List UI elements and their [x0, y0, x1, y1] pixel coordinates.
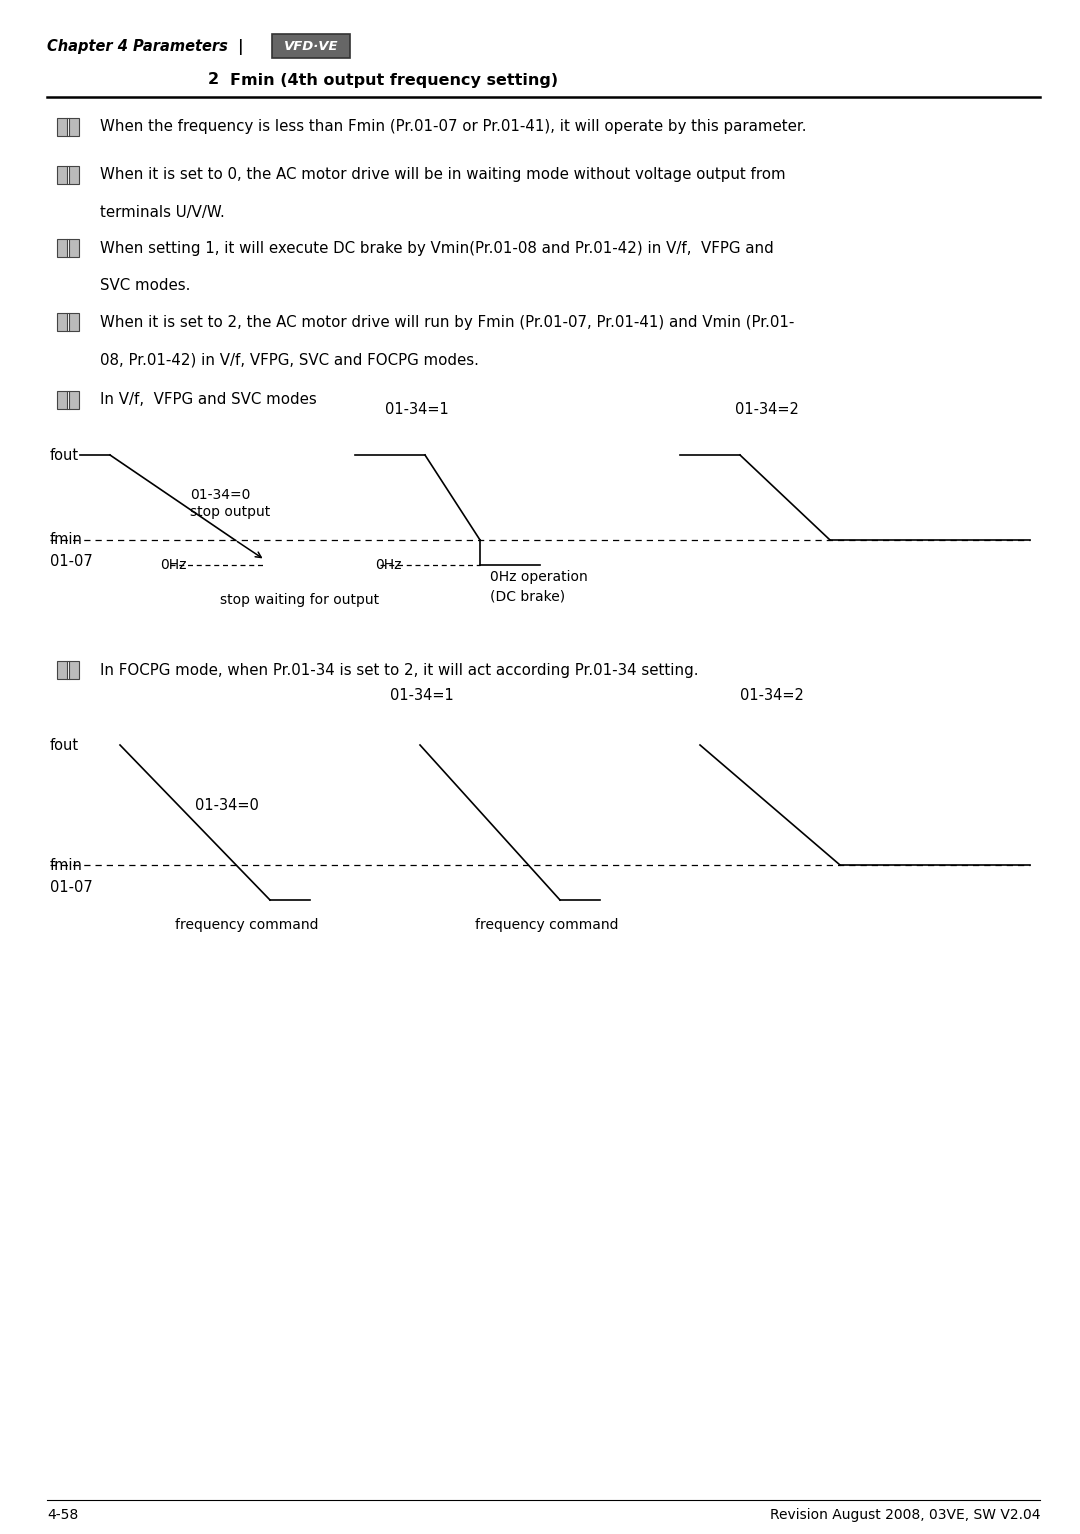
Text: 01-34=0: 01-34=0 [195, 798, 259, 813]
Text: 4-58: 4-58 [48, 1508, 78, 1522]
Text: 08, Pr.01-42) in V/f, VFPG, SVC and FOCPG modes.: 08, Pr.01-42) in V/f, VFPG, SVC and FOCP… [100, 353, 478, 368]
Text: When it is set to 0, the AC motor drive will be in waiting mode without voltage : When it is set to 0, the AC motor drive … [100, 167, 785, 183]
Text: 01-34=1: 01-34=1 [384, 402, 449, 417]
Text: When setting 1, it will execute DC brake by Vmin(Pr.01-08 and Pr.01-42) in V/f, : When setting 1, it will execute DC brake… [100, 241, 773, 256]
Bar [57, 118, 67, 137]
Text: Fmin (4th output frequency setting): Fmin (4th output frequency setting) [230, 72, 558, 87]
Text: SVC modes.: SVC modes. [100, 279, 190, 293]
Bar [57, 661, 67, 680]
Text: 0Hz operation: 0Hz operation [490, 571, 588, 584]
Text: (DC brake): (DC brake) [490, 589, 565, 603]
Text: fmin: fmin [50, 532, 83, 548]
Text: fout: fout [50, 448, 79, 462]
Bar [69, 313, 79, 331]
Text: When the frequency is less than Fmin (Pr.01-07 or Pr.01-41), it will operate by : When the frequency is less than Fmin (Pr… [100, 120, 807, 135]
Bar [69, 239, 79, 258]
Bar [272, 34, 350, 58]
Text: 01-34=1: 01-34=1 [390, 687, 454, 703]
Bar [69, 391, 79, 410]
Text: fmin: fmin [50, 858, 83, 873]
Text: Revision August 2008, 03VE, SW V2.04: Revision August 2008, 03VE, SW V2.04 [769, 1508, 1040, 1522]
Text: stop waiting for output: stop waiting for output [220, 594, 379, 607]
Text: frequency command: frequency command [475, 917, 619, 933]
Text: stop output: stop output [190, 505, 270, 518]
Text: 01-34=2: 01-34=2 [740, 687, 804, 703]
Text: 0Hz: 0Hz [375, 558, 402, 572]
Bar [57, 391, 67, 410]
Text: terminals U/V/W.: terminals U/V/W. [100, 206, 225, 221]
Text: In FOCPG mode, when Pr.01-34 is set to 2, it will act according Pr.01-34 setting: In FOCPG mode, when Pr.01-34 is set to 2… [100, 663, 699, 678]
Text: 2: 2 [208, 72, 219, 87]
Bar [57, 239, 67, 258]
Bar [69, 661, 79, 680]
Text: Chapter 4 Parameters  |: Chapter 4 Parameters | [48, 38, 243, 55]
Text: In V/f,  VFPG and SVC modes: In V/f, VFPG and SVC modes [100, 393, 316, 408]
Text: When it is set to 2, the AC motor drive will run by Fmin (Pr.01-07, Pr.01-41) an: When it is set to 2, the AC motor drive … [100, 314, 795, 330]
Text: 01-34=2: 01-34=2 [735, 402, 799, 417]
Text: 01-34=0: 01-34=0 [190, 488, 251, 502]
Bar [57, 166, 67, 184]
Text: 01-07: 01-07 [50, 554, 93, 569]
Text: VFD·VE: VFD·VE [284, 40, 338, 52]
Bar [69, 166, 79, 184]
Text: 0Hz: 0Hz [160, 558, 187, 572]
Bar [69, 118, 79, 137]
Text: frequency command: frequency command [175, 917, 319, 933]
Text: 01-07: 01-07 [50, 879, 93, 894]
Text: fout: fout [50, 738, 79, 753]
Bar [57, 313, 67, 331]
